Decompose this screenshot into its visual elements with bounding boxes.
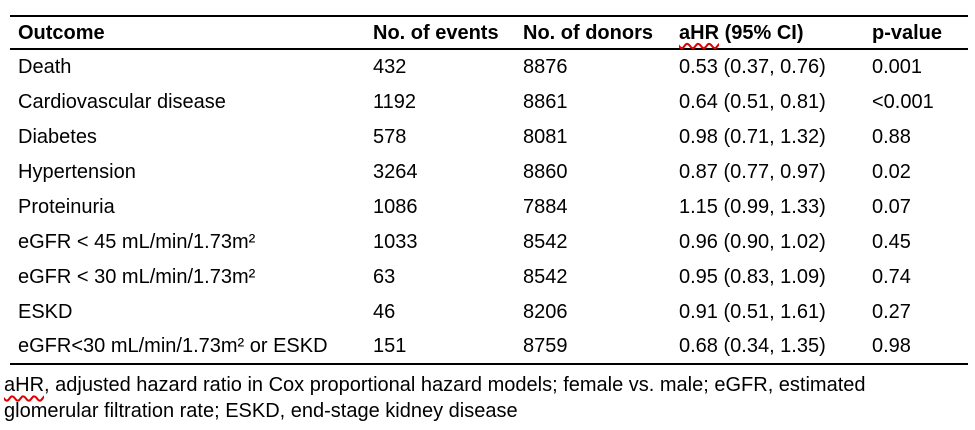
- ahr-cell: 1.15 (0.99, 1.33): [679, 195, 826, 218]
- table-row: Diabetes 578 8081 0.98 (0.71, 1.32) 0.88: [10, 119, 968, 154]
- donors-cell: 7884: [523, 195, 568, 218]
- outcome-cell: eGFR < 30 mL/min/1.73m²: [18, 265, 256, 288]
- ahr-cell: 0.68 (0.34, 1.35): [679, 335, 826, 357]
- donors-cell: 8206: [523, 300, 568, 323]
- table-row: ESKD 46 8206 0.91 (0.51, 1.61) 0.27: [10, 294, 968, 329]
- outcomes-table: Outcome No. of events No. of donors aHR …: [10, 15, 968, 365]
- donors-cell: 8542: [523, 265, 568, 288]
- ahr-misspelled-word: aHR: [679, 21, 720, 44]
- table-row: Cardiovascular disease 1192 8861 0.64 (0…: [10, 84, 968, 119]
- donors-cell: 8876: [523, 56, 568, 78]
- pvalue-cell: 0.27: [872, 300, 911, 323]
- table-row: eGFR<30 mL/min/1.73m² or ESKD 151 8759 0…: [10, 329, 968, 364]
- outcome-cell: eGFR < 45 mL/min/1.73m²: [18, 230, 256, 253]
- outcome-cell: eGFR<30 mL/min/1.73m² or ESKD: [18, 335, 328, 357]
- footnote-line-1: aHR, adjusted hazard ratio in Cox propor…: [4, 372, 969, 398]
- table-row: eGFR < 30 mL/min/1.73m² 63 8542 0.95 (0.…: [10, 259, 968, 294]
- table-header-row: Outcome No. of events No. of donors aHR …: [10, 16, 968, 49]
- donors-cell: 8860: [523, 160, 568, 183]
- donors-cell: 8861: [523, 90, 568, 113]
- col-header-pvalue: p-value: [872, 21, 943, 44]
- outcome-cell: Death: [18, 56, 72, 78]
- ahr-cell: 0.96 (0.90, 1.02): [679, 230, 826, 253]
- events-cell: 578: [373, 125, 407, 148]
- events-cell: 3264: [373, 160, 418, 183]
- table-row: Death 432 8876 0.53 (0.37, 0.76) 0.001: [10, 49, 968, 84]
- pvalue-cell: <0.001: [872, 90, 934, 113]
- outcome-cell: Diabetes: [18, 125, 97, 148]
- pvalue-cell: 0.88: [872, 125, 911, 148]
- table-footnote: aHR, adjusted hazard ratio in Cox propor…: [4, 372, 969, 424]
- ahr-cell: 0.98 (0.71, 1.32): [679, 125, 826, 148]
- donors-cell: 8081: [523, 125, 568, 148]
- ahr-cell: 0.95 (0.83, 1.09): [679, 265, 826, 288]
- footnote-line-1-text: , adjusted hazard ratio in Cox proportio…: [44, 374, 866, 396]
- donors-cell: 8542: [523, 230, 568, 253]
- pvalue-cell: 0.07: [872, 195, 911, 218]
- donors-cell: 8759: [523, 335, 568, 357]
- pvalue-cell: 0.74: [872, 265, 911, 288]
- col-header-events: No. of events: [373, 21, 499, 44]
- events-cell: 1192: [373, 90, 417, 113]
- events-cell: 151: [373, 335, 407, 357]
- table-row: Hypertension 3264 8860 0.87 (0.77, 0.97)…: [10, 154, 968, 189]
- outcome-cell: ESKD: [18, 300, 73, 323]
- outcome-cell: Hypertension: [18, 160, 136, 183]
- pvalue-cell: 0.001: [872, 56, 923, 78]
- table-row: eGFR < 45 mL/min/1.73m² 1033 8542 0.96 (…: [10, 224, 968, 259]
- table-row: Proteinuria 1086 7884 1.15 (0.99, 1.33) …: [10, 189, 968, 224]
- events-cell: 1033: [373, 230, 418, 253]
- ahr-cell: 0.64 (0.51, 0.81): [679, 90, 826, 113]
- pvalue-cell: 0.02: [872, 160, 911, 183]
- col-header-donors: No. of donors: [523, 21, 653, 44]
- events-cell: 432: [373, 56, 407, 78]
- ahr-header-rest: (95% CI): [719, 21, 804, 44]
- outcome-cell: Cardiovascular disease: [18, 90, 226, 113]
- pvalue-cell: 0.45: [872, 230, 911, 253]
- ahr-cell: 0.53 (0.37, 0.76): [679, 56, 826, 78]
- outcome-cell: Proteinuria: [18, 195, 115, 218]
- footnote-line-2: glomerular filtration rate; ESKD, end-st…: [4, 400, 518, 422]
- ahr-misspelled-word: aHR: [4, 374, 45, 396]
- events-cell: 1086: [373, 195, 418, 218]
- ahr-cell: 0.87 (0.77, 0.97): [679, 160, 826, 183]
- events-cell: 63: [373, 265, 396, 288]
- col-header-ahr: aHR (95% CI): [679, 16, 872, 49]
- ahr-cell: 0.91 (0.51, 1.61): [679, 300, 826, 323]
- col-header-outcome: Outcome: [18, 21, 105, 44]
- events-cell: 46: [373, 300, 396, 323]
- pvalue-cell: 0.98: [872, 335, 911, 357]
